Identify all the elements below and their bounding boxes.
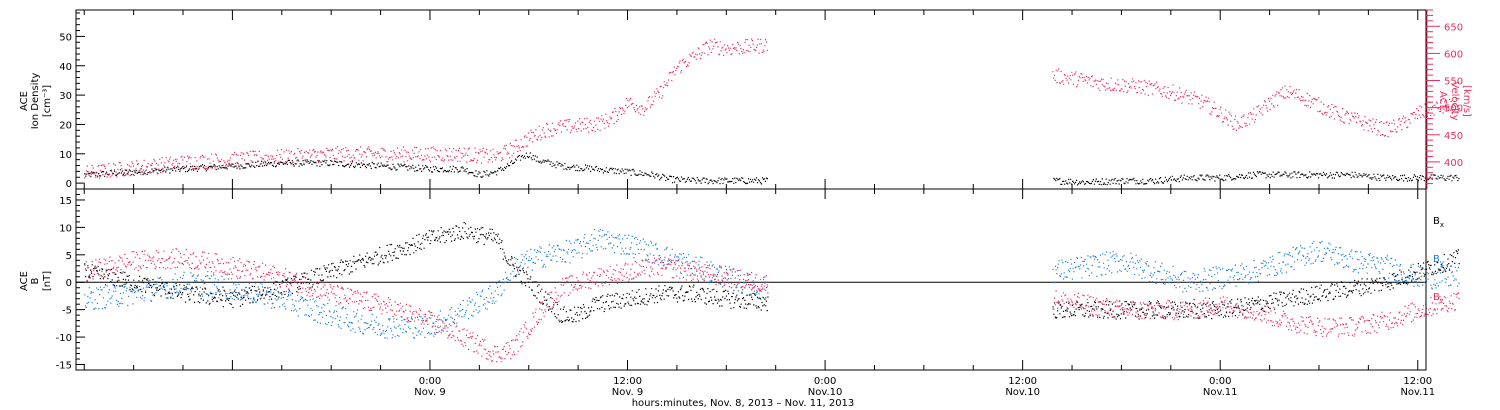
field-tick-label: -15	[56, 361, 72, 372]
density-velocity-panel: 0 10 20 30 40 50 400 450 500 550 600 650 ACE Ion De…	[19, 9, 1472, 190]
time-tick-label: 12:00	[613, 376, 642, 387]
magnetic-field-axes: -15 -10 -5 0 5 10 15	[56, 188, 1427, 372]
density-tick-label: 30	[59, 91, 72, 102]
velocity-tick-label: 450	[1444, 131, 1463, 142]
density-velocity-marks	[84, 38, 1461, 186]
density-tick-label: 10	[59, 150, 72, 161]
date-tick-label: Nov.10	[808, 387, 843, 398]
date-tick-label: Nov. 9	[612, 387, 643, 398]
magnetic-field-marks	[76, 222, 1460, 363]
field-tick-label: 5	[66, 251, 72, 262]
date-tick-label: Nov. 9	[414, 387, 445, 398]
density-axis-label-line-3: [cm⁻³]	[42, 85, 53, 117]
time-tick-label: 0:00	[814, 376, 836, 387]
velocity-tick-label: 500	[1444, 104, 1463, 115]
time-tick-label: 12:00	[1008, 376, 1037, 387]
density-axis-label-line-2: Ion Density	[30, 73, 41, 130]
density-velocity-axes: 0 10 20 30 40 50 400 450 500 550 600 650	[59, 9, 1463, 190]
time-tick-label: 0:00	[419, 376, 441, 387]
field-axis-label-line-1: ACE	[19, 271, 30, 291]
legend-entry-bx: Bx	[1433, 216, 1444, 229]
field-tick-label: -10	[56, 333, 72, 344]
velocity-series	[84, 38, 1461, 179]
velocity-tick-label: 550	[1444, 77, 1463, 88]
velocity-axis-label-line-1: ACE	[1437, 91, 1448, 111]
legend-entry-bz: Bz	[1433, 292, 1444, 305]
field-component-legend: Bx By Bz	[1433, 216, 1444, 305]
time-tick-label: 0:00	[1209, 376, 1231, 387]
field-tick-label: 15	[59, 196, 72, 207]
bz-series	[84, 248, 1460, 363]
date-tick-label: Nov.10	[1005, 387, 1040, 398]
field-tick-label: 10	[59, 223, 72, 234]
field-axis-label-line-2: B	[30, 277, 41, 284]
density-tick-label: 40	[59, 62, 72, 73]
velocity-tick-label: 600	[1444, 49, 1463, 60]
magnetic-field-frame	[75, 188, 1427, 371]
velocity-series-points	[84, 38, 1461, 179]
density-tick-label: 50	[59, 32, 72, 43]
density-tick-label: 0	[66, 179, 72, 190]
ion-density-series-points	[84, 152, 1460, 186]
time-axis-title: hours:minutes, Nov. 8, 2013 – Nov. 11, 2…	[632, 398, 855, 409]
velocity-axis-label-line-3: [km/s]	[1461, 85, 1472, 117]
date-tick-label: Nov.11	[1203, 387, 1238, 398]
density-tick-label: 20	[59, 120, 72, 131]
date-tick-label: Nov.11	[1400, 387, 1435, 398]
ion-density-series	[84, 152, 1460, 186]
velocity-tick-label: 400	[1444, 158, 1463, 169]
velocity-tick-label: 650	[1444, 22, 1463, 33]
field-tick-label: -5	[62, 306, 72, 317]
velocity-axis-label-line-2: Velocity	[1449, 81, 1460, 120]
bz-series-points	[84, 248, 1460, 363]
density-axis-label-line-1: ACE	[19, 91, 30, 111]
field-axis-label-line-3: [nT]	[42, 271, 53, 291]
field-tick-label: 0	[66, 278, 72, 289]
legend-entry-by: By	[1433, 254, 1444, 267]
magnetic-field-panel: -15 -10 -5 0 5 10 15 ACE B [nT] Bx By Bz	[19, 188, 1460, 372]
time-tick-label: 12:00	[1403, 376, 1432, 387]
